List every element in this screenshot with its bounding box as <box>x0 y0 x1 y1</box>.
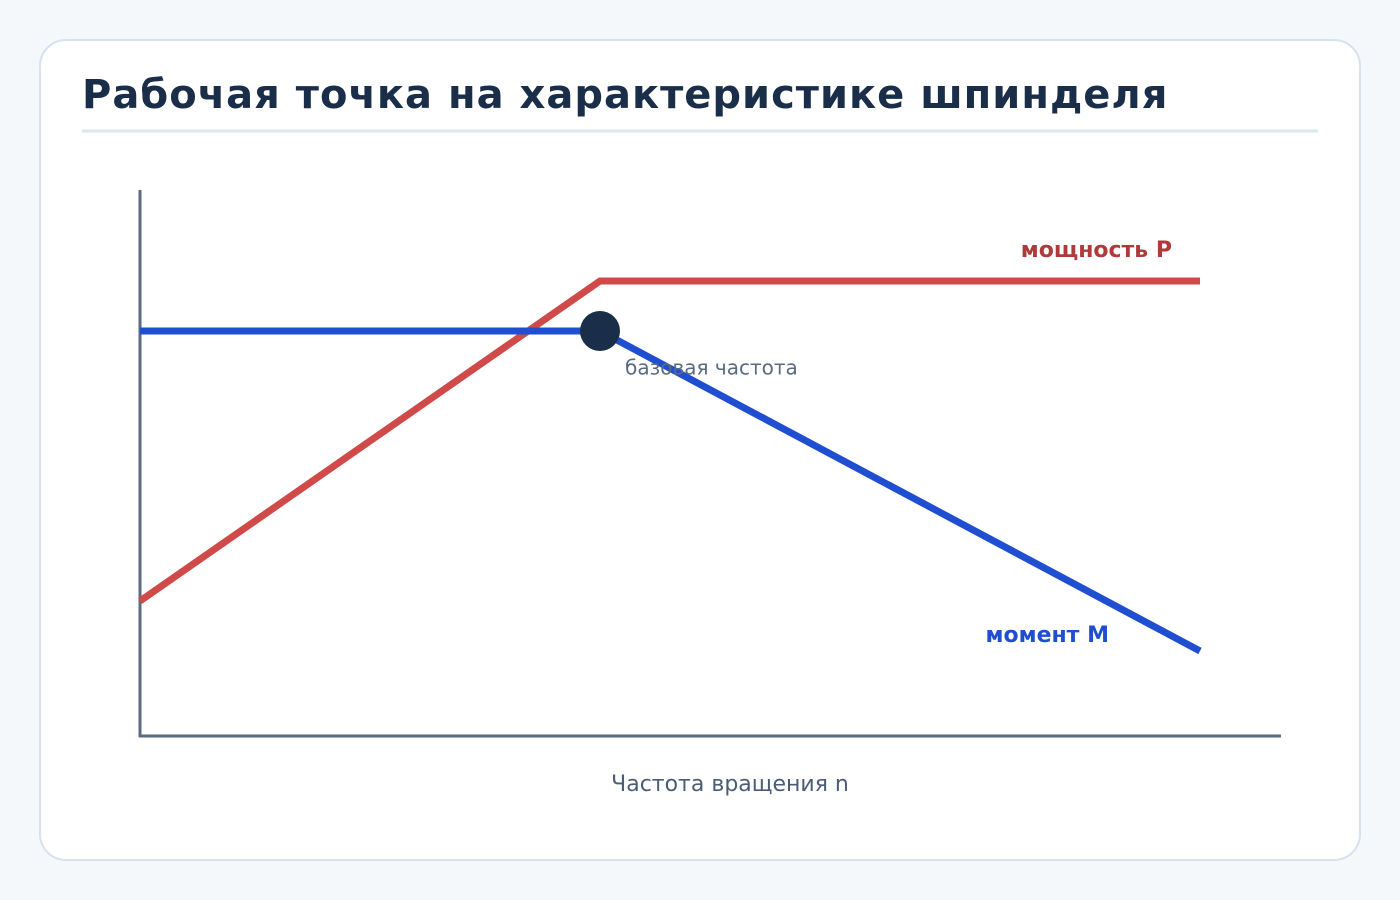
card <box>39 39 1361 861</box>
title: Рабочая точка на характеристике шпинделя <box>82 72 1168 118</box>
operating-point <box>580 311 620 351</box>
power-curve <box>138 277 1200 604</box>
curve-label: момент M <box>985 623 1109 648</box>
curve-label: мощность P <box>1021 238 1172 263</box>
x-axis-label: Частота вращения n <box>611 772 849 797</box>
annotation: базовая частота <box>625 356 798 380</box>
